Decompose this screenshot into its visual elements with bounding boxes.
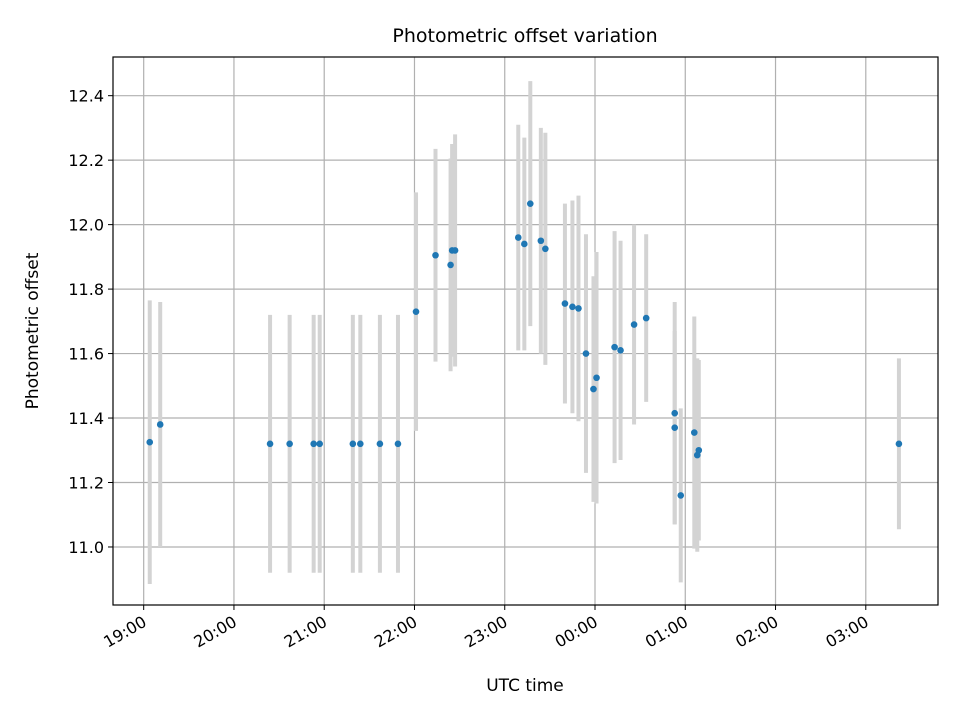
data-point — [611, 343, 618, 351]
y-tick-label: 11.2 — [68, 474, 104, 493]
data-point — [677, 492, 685, 499]
data-point — [514, 234, 522, 241]
data-point — [412, 308, 420, 315]
data-points — [146, 200, 903, 499]
y-axis: 11.0 11.2 11.4 11.6 11.8 12.0 12.2 12.4 — [68, 87, 113, 557]
data-point — [561, 300, 569, 307]
data-point — [447, 261, 454, 269]
data-point — [895, 440, 903, 448]
data-point — [451, 247, 459, 254]
data-point — [521, 240, 528, 248]
data-point — [542, 245, 549, 253]
data-point — [146, 438, 154, 446]
y-tick-label: 11.0 — [68, 538, 104, 557]
data-point — [593, 374, 600, 382]
y-tick-label: 12.4 — [68, 87, 104, 106]
data-point — [526, 200, 534, 207]
data-point — [310, 440, 317, 448]
data-point — [630, 321, 638, 328]
data-point — [671, 424, 679, 432]
data-point — [671, 409, 679, 417]
data-point — [156, 421, 164, 428]
data-point — [357, 440, 364, 448]
plot-frame — [112, 56, 939, 606]
data-point — [590, 385, 597, 393]
data-point — [349, 440, 357, 448]
data-point — [642, 314, 650, 322]
data-point — [569, 303, 576, 311]
y-tick-label: 12.2 — [68, 151, 104, 170]
y-tick-label: 11.8 — [68, 280, 104, 299]
y-tick-label: 12.0 — [68, 216, 104, 235]
data-point — [376, 440, 384, 448]
y-axis-title: Photometric offset — [23, 252, 43, 409]
data-point — [575, 305, 582, 312]
y-tick-label: 11.6 — [68, 345, 104, 364]
y-tick-label: 11.4 — [68, 409, 104, 428]
data-point — [432, 251, 439, 259]
x-axis-title: UTC time — [486, 676, 564, 696]
data-point — [582, 350, 590, 357]
chart-title: Photometric offset variation — [392, 25, 657, 47]
data-point — [537, 237, 545, 245]
data-point — [695, 446, 703, 454]
data-point — [286, 440, 293, 448]
data-point — [617, 347, 624, 354]
data-point — [690, 429, 698, 436]
data-point — [316, 440, 324, 448]
data-point — [266, 440, 274, 448]
data-point — [394, 440, 402, 448]
